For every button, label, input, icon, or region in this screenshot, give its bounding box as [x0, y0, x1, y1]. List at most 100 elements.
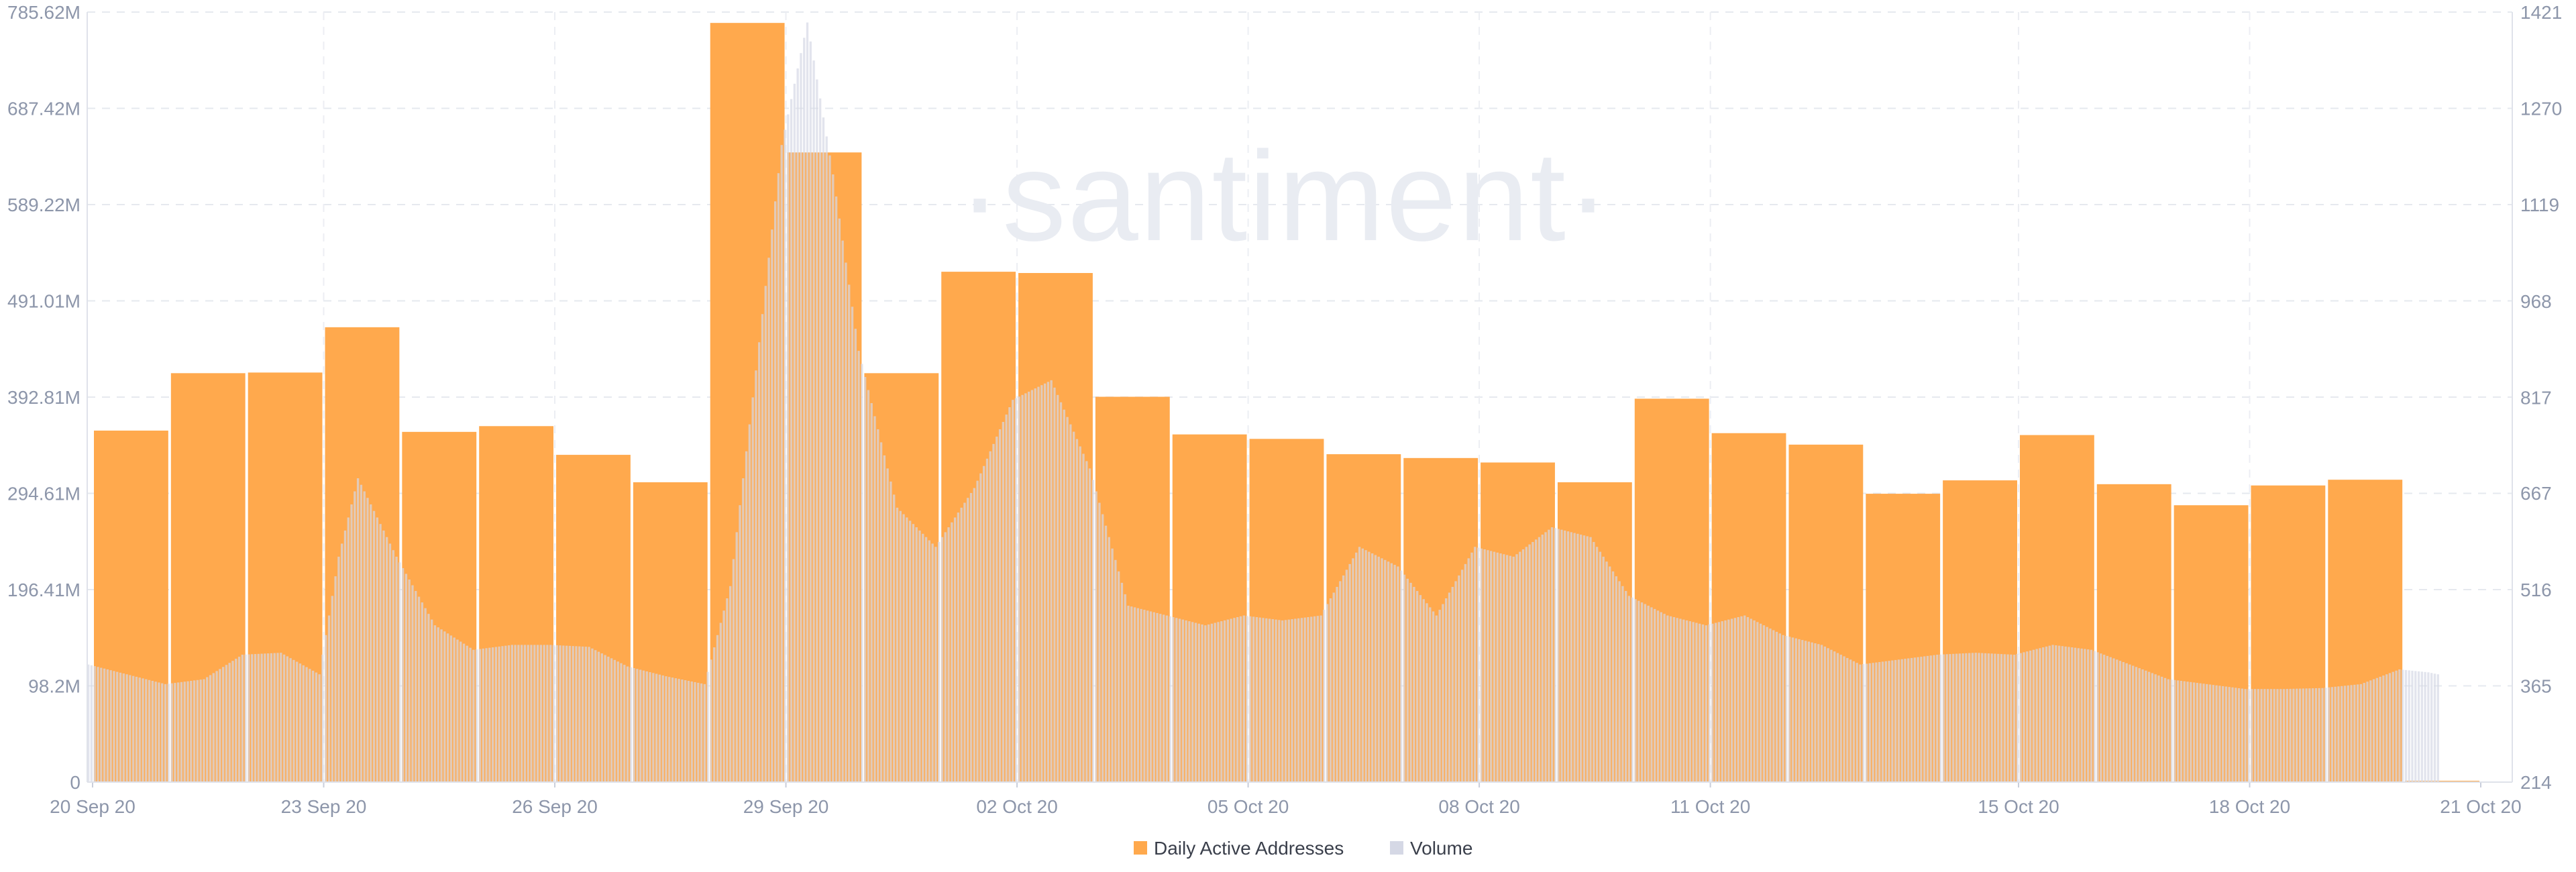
volume-bar[interactable] — [2411, 670, 2414, 782]
volume-bar[interactable] — [93, 666, 96, 782]
volume-bar[interactable] — [2135, 667, 2138, 782]
volume-bar[interactable] — [735, 532, 738, 782]
volume-bar[interactable] — [1708, 624, 1711, 782]
volume-bar[interactable] — [748, 424, 751, 782]
volume-bar[interactable] — [196, 679, 199, 782]
volume-bar[interactable] — [1512, 556, 1515, 782]
volume-bar[interactable] — [822, 117, 825, 782]
volume-bar[interactable] — [466, 645, 468, 782]
volume-bar[interactable] — [633, 668, 635, 782]
volume-bar[interactable] — [1605, 561, 1608, 782]
volume-bar[interactable] — [1323, 610, 1326, 782]
volume-bar[interactable] — [1442, 604, 1444, 782]
volume-bar[interactable] — [90, 665, 93, 782]
volume-bar[interactable] — [2289, 688, 2292, 782]
volume-bar[interactable] — [1737, 617, 1739, 782]
volume-bar[interactable] — [841, 240, 844, 782]
volume-bar[interactable] — [1159, 614, 1162, 782]
volume-bar[interactable] — [327, 615, 331, 782]
volume-bar[interactable] — [2224, 686, 2228, 782]
volume-bar[interactable] — [751, 397, 754, 782]
volume-bar[interactable] — [1823, 646, 1827, 782]
volume-bar[interactable] — [1313, 616, 1316, 782]
volume-bar[interactable] — [183, 682, 186, 782]
volume-bar[interactable] — [1865, 663, 1868, 782]
volume-bar[interactable] — [1303, 617, 1306, 782]
volume-bar[interactable] — [1705, 625, 1707, 782]
volume-bar[interactable] — [536, 645, 539, 782]
volume-bar[interactable] — [1593, 541, 1595, 782]
volume-bar[interactable] — [2398, 669, 2401, 782]
volume-bar[interactable] — [787, 114, 790, 782]
volume-bar[interactable] — [559, 645, 561, 782]
volume-bar[interactable] — [1474, 547, 1477, 782]
volume-bar[interactable] — [2151, 673, 2154, 782]
volume-bar[interactable] — [597, 651, 600, 782]
volume-bar[interactable] — [411, 585, 414, 782]
volume-bar[interactable] — [2109, 657, 2112, 782]
volume-bar[interactable] — [896, 507, 899, 782]
volume-bar[interactable] — [1676, 618, 1678, 782]
volume-bar[interactable] — [2375, 677, 2379, 782]
volume-bar[interactable] — [1294, 618, 1297, 782]
volume-bar[interactable] — [1839, 655, 1842, 782]
volume-bar[interactable] — [613, 659, 616, 782]
volume-bar[interactable] — [372, 510, 376, 782]
volume-bar[interactable] — [562, 645, 565, 782]
volume-bar[interactable] — [953, 517, 957, 782]
volume-bar[interactable] — [1968, 653, 1971, 782]
volume-bar[interactable] — [873, 416, 876, 782]
volume-bar[interactable] — [2074, 647, 2077, 782]
volume-bar[interactable] — [331, 596, 334, 782]
volume-bar[interactable] — [2145, 670, 2147, 782]
volume-bar[interactable] — [1014, 398, 1018, 782]
volume-bar[interactable] — [678, 679, 680, 782]
volume-bar[interactable] — [2080, 648, 2083, 782]
volume-bar[interactable] — [906, 517, 908, 782]
volume-bar[interactable] — [796, 68, 799, 782]
volume-bar[interactable] — [1550, 527, 1554, 782]
volume-bar[interactable] — [235, 659, 237, 782]
volume-bar[interactable] — [2057, 645, 2061, 782]
volume-bar[interactable] — [1962, 653, 1964, 782]
volume-bar[interactable] — [154, 682, 157, 782]
volume-bar[interactable] — [443, 631, 446, 782]
volume-bar[interactable] — [1487, 550, 1489, 782]
volume-bar[interactable] — [1624, 591, 1627, 782]
volume-bar[interactable] — [478, 649, 482, 782]
volume-bar[interactable] — [1589, 537, 1592, 782]
volume-bar[interactable] — [2118, 661, 2122, 782]
volume-bar[interactable] — [1811, 642, 1813, 782]
volume-bar[interactable] — [812, 60, 815, 782]
volume-bar[interactable] — [2395, 670, 2398, 782]
volume-bar[interactable] — [1910, 657, 1913, 782]
volume-bar[interactable] — [2071, 647, 2074, 782]
volume-bar[interactable] — [2055, 645, 2057, 782]
volume-bar[interactable] — [620, 663, 623, 782]
volume-bar[interactable] — [1124, 594, 1126, 782]
volume-bar[interactable] — [1942, 654, 1945, 782]
volume-bar[interactable] — [818, 98, 822, 782]
volume-bar[interactable] — [1460, 569, 1464, 782]
volume-bar[interactable] — [1002, 421, 1005, 782]
volume-bar[interactable] — [2048, 645, 2051, 782]
volume-bar[interactable] — [1917, 657, 1919, 782]
volume-bar[interactable] — [2353, 684, 2356, 782]
volume-bar[interactable] — [1647, 605, 1650, 782]
volume-bar[interactable] — [1146, 610, 1149, 782]
volume-bar[interactable] — [1714, 622, 1717, 782]
volume-bar[interactable] — [681, 679, 684, 782]
volume-bar[interactable] — [870, 402, 873, 782]
volume-bar[interactable] — [764, 286, 767, 783]
volume-bar[interactable] — [485, 648, 488, 782]
volume-bar[interactable] — [257, 653, 260, 782]
volume-bar[interactable] — [1746, 617, 1750, 782]
volume-bar[interactable] — [1480, 548, 1483, 782]
volume-bar[interactable] — [893, 494, 896, 782]
volume-bar[interactable] — [1807, 641, 1811, 782]
volume-bar[interactable] — [1846, 657, 1849, 782]
volume-bar[interactable] — [2269, 689, 2273, 782]
volume-bar[interactable] — [1432, 611, 1435, 783]
volume-bar[interactable] — [190, 681, 193, 782]
volume-bar[interactable] — [1018, 396, 1020, 782]
